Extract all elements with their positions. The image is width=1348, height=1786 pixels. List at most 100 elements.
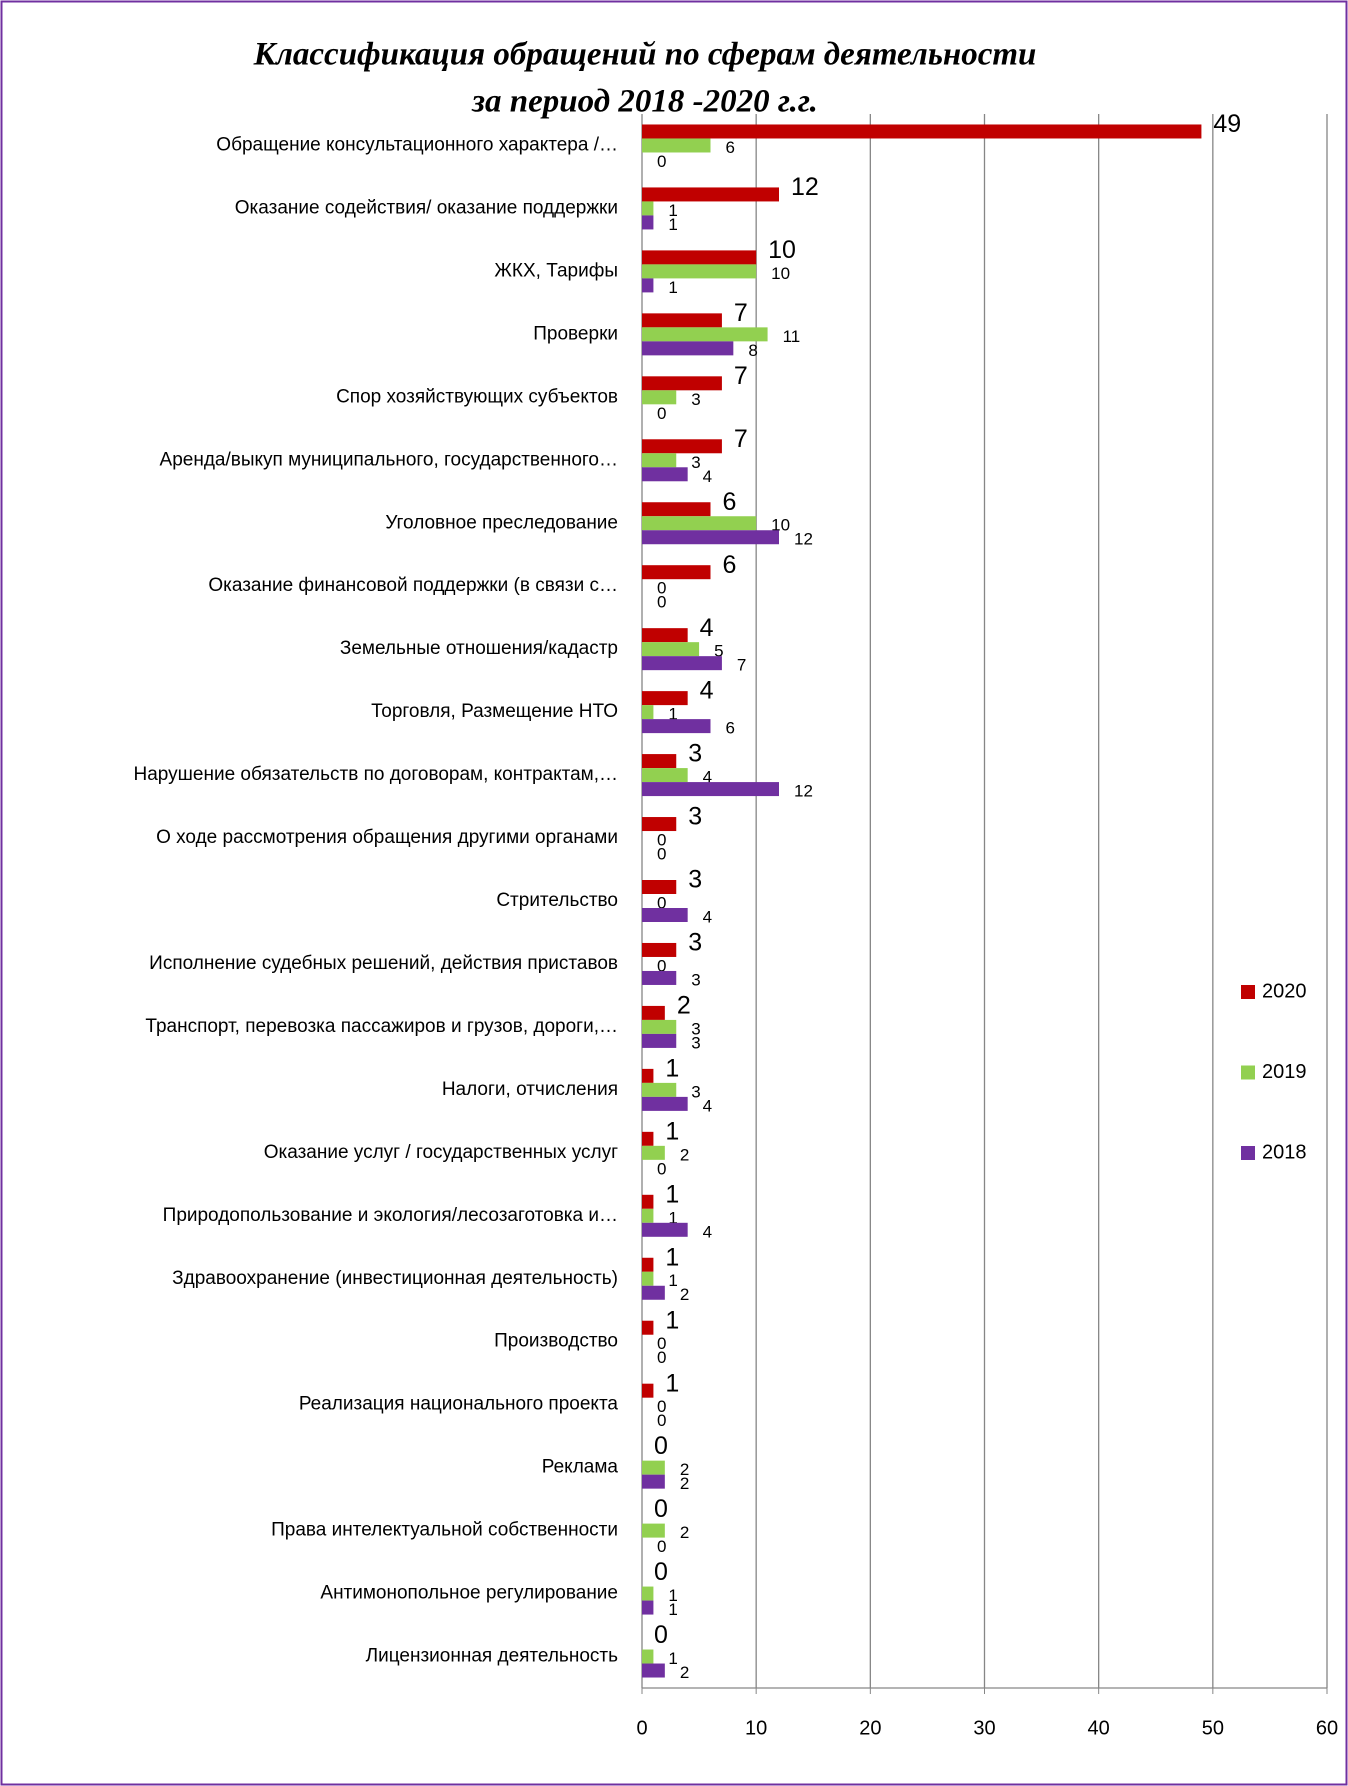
bar bbox=[642, 782, 779, 797]
data-label: 0 bbox=[654, 1495, 668, 1523]
data-label: 2 bbox=[680, 1145, 689, 1164]
data-label: 0 bbox=[654, 1558, 668, 1586]
bar bbox=[642, 1383, 654, 1398]
data-label: 7 bbox=[737, 656, 746, 675]
legend-swatch bbox=[1241, 1146, 1255, 1160]
bar bbox=[642, 1068, 654, 1083]
bar bbox=[642, 628, 688, 643]
data-label: 4 bbox=[703, 1222, 712, 1241]
bar bbox=[642, 124, 1202, 139]
bar bbox=[642, 250, 757, 265]
x-tick-label: 10 bbox=[745, 1717, 767, 1739]
bar bbox=[642, 1320, 654, 1335]
bar bbox=[642, 1257, 654, 1272]
data-label: 10 bbox=[771, 264, 790, 283]
bar bbox=[642, 327, 768, 342]
y-tick-label: О ходе рассмотрения обращения другими ор… bbox=[156, 827, 618, 848]
bar bbox=[642, 691, 688, 706]
bar bbox=[642, 376, 722, 391]
bar bbox=[642, 1285, 665, 1300]
bar bbox=[642, 215, 654, 230]
data-label: 3 bbox=[688, 866, 702, 894]
bar bbox=[642, 908, 688, 922]
data-label: 12 bbox=[791, 173, 819, 201]
data-label: 1 bbox=[668, 705, 677, 724]
y-tick-label: Здравоохранение (инвестиционная деятельн… bbox=[172, 1268, 618, 1289]
y-tick-label: ЖКХ, Тарифы bbox=[494, 260, 618, 281]
bar bbox=[642, 201, 654, 216]
data-label: 0 bbox=[657, 831, 666, 850]
data-label: 1 bbox=[668, 1649, 677, 1668]
y-tick-label: Проверки bbox=[533, 323, 618, 344]
data-label: 0 bbox=[657, 1334, 666, 1353]
data-label: 0 bbox=[657, 956, 666, 975]
bar bbox=[642, 880, 677, 894]
y-tick-label: Производство bbox=[494, 1331, 618, 1352]
data-label: 12 bbox=[794, 782, 813, 801]
data-label: 3 bbox=[691, 1033, 700, 1052]
data-label: 3 bbox=[691, 1082, 700, 1101]
y-tick-label: Налоги, отчисления bbox=[442, 1079, 618, 1100]
bar bbox=[642, 1131, 654, 1146]
bar bbox=[642, 1600, 654, 1615]
data-label: 0 bbox=[654, 1621, 668, 1649]
bar bbox=[642, 719, 711, 734]
bar bbox=[642, 1019, 677, 1034]
data-label: 6 bbox=[726, 719, 735, 738]
bar bbox=[642, 1222, 688, 1237]
data-label: 1 bbox=[668, 1586, 677, 1605]
chart-title: за период 2018 -2020 г.г. bbox=[471, 84, 818, 120]
data-label: 2 bbox=[677, 992, 691, 1020]
y-tick-label: Оказание содействия/ оказание поддержки bbox=[235, 197, 618, 218]
data-label: 4 bbox=[700, 677, 714, 705]
data-label: 4 bbox=[703, 907, 712, 926]
data-label: 1 bbox=[665, 1054, 679, 1082]
data-label: 2 bbox=[680, 1523, 689, 1542]
data-label: 3 bbox=[688, 929, 702, 957]
bar bbox=[642, 1096, 688, 1111]
legend-label: 2019 bbox=[1262, 1061, 1307, 1083]
y-tick-label: Права интелектуальной собственности bbox=[271, 1520, 618, 1541]
data-label: 2 bbox=[680, 1474, 689, 1493]
bar bbox=[642, 1586, 654, 1601]
data-label: 3 bbox=[691, 970, 700, 989]
y-tick-label: Земельные отношения/кадастр bbox=[340, 638, 618, 659]
bar bbox=[642, 705, 654, 720]
legend-label: 2020 bbox=[1262, 980, 1307, 1002]
bar bbox=[642, 313, 722, 328]
x-tick-label: 40 bbox=[1088, 1717, 1110, 1739]
data-label: 8 bbox=[748, 341, 757, 360]
data-label: 1 bbox=[665, 1369, 679, 1397]
data-label: 6 bbox=[723, 551, 737, 579]
bar bbox=[642, 642, 700, 657]
data-label: 0 bbox=[657, 404, 666, 423]
bar bbox=[642, 1145, 665, 1160]
data-label: 1 bbox=[665, 1306, 679, 1334]
bar bbox=[642, 138, 711, 153]
y-tick-label: Реклама bbox=[542, 1457, 619, 1478]
bar bbox=[642, 942, 677, 957]
chart-title: Классификация обращений по сферам деятел… bbox=[253, 37, 1037, 73]
bar bbox=[642, 565, 711, 580]
bar bbox=[642, 516, 757, 531]
bar bbox=[642, 187, 779, 202]
data-label: 0 bbox=[657, 579, 666, 598]
bar bbox=[642, 1663, 665, 1678]
bar bbox=[642, 656, 722, 671]
bar bbox=[642, 278, 654, 293]
bar bbox=[642, 1460, 665, 1475]
bar bbox=[642, 390, 677, 405]
y-tick-label: Реализация национального проекта bbox=[299, 1394, 619, 1415]
data-label: 0 bbox=[657, 1537, 666, 1556]
bar bbox=[642, 467, 688, 482]
y-tick-label: Торговля, Размещение НТО bbox=[371, 701, 618, 722]
data-label: 0 bbox=[657, 893, 666, 912]
data-label: 0 bbox=[657, 1348, 666, 1367]
y-tick-label: Транспорт, перевозка пассажиров и грузов… bbox=[145, 1016, 618, 1037]
y-tick-label: Оказание финансовой поддержки (в связи с… bbox=[208, 575, 618, 596]
y-tick-label: Лицензионная деятельность bbox=[366, 1646, 618, 1667]
bar bbox=[642, 817, 677, 832]
data-label: 4 bbox=[703, 467, 712, 486]
data-label: 49 bbox=[1213, 110, 1241, 138]
